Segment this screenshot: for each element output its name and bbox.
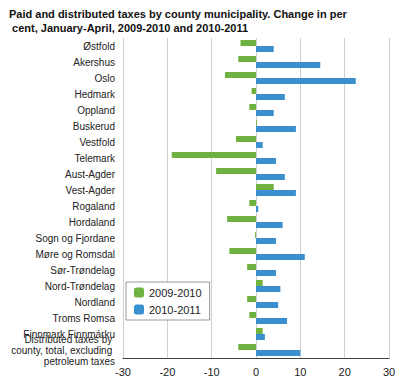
svg-text:30: 30 [383, 366, 395, 378]
svg-text:10: 10 [294, 366, 306, 378]
svg-text:petroleum taxes: petroleum taxes [44, 356, 115, 367]
svg-text:Telemark: Telemark [74, 153, 116, 164]
svg-text:Troms Romsa: Troms Romsa [53, 313, 116, 324]
svg-text:20: 20 [339, 366, 351, 378]
svg-text:Østfold: Østfold [83, 41, 115, 52]
svg-text:-20: -20 [159, 366, 175, 378]
svg-text:Distributed taxes by: Distributed taxes by [24, 334, 115, 345]
svg-text:-30: -30 [115, 366, 131, 378]
svg-text:Hordaland: Hordaland [69, 217, 115, 228]
svg-text:Paid and distributed taxes by: Paid and distributed taxes by county mun… [9, 8, 348, 20]
svg-text:Oslo: Oslo [94, 73, 115, 84]
svg-text:Sør-Trøndelag: Sør-Trøndelag [50, 265, 115, 276]
svg-text:Sogn og Fjordane: Sogn og Fjordane [35, 233, 115, 244]
svg-text:Nordland: Nordland [74, 297, 115, 308]
svg-text:Aust-Agder: Aust-Agder [65, 169, 116, 180]
svg-text:2009-2010: 2009-2010 [149, 287, 202, 299]
svg-text:Nord-Trøndelag: Nord-Trøndelag [45, 281, 115, 292]
svg-text:Akershus: Akershus [73, 57, 115, 68]
svg-text:Buskerud: Buskerud [73, 121, 115, 132]
svg-text:Vestfold: Vestfold [79, 137, 115, 148]
svg-text:-10: -10 [204, 366, 220, 378]
svg-text:Rogaland: Rogaland [72, 201, 115, 212]
svg-text:county, total, excluding: county, total, excluding [11, 345, 115, 356]
svg-text:Oppland: Oppland [77, 105, 115, 116]
svg-text:cent, January-April, 2009-2010: cent, January-April, 2009-2010 and 2010-… [9, 22, 248, 34]
svg-text:Hedmark: Hedmark [74, 89, 116, 100]
svg-text:Vest-Agder: Vest-Agder [66, 185, 116, 196]
svg-text:Møre og Romsdal: Møre og Romsdal [36, 249, 115, 260]
svg-text:2010-2011: 2010-2011 [149, 304, 201, 316]
svg-text:0: 0 [253, 366, 259, 378]
